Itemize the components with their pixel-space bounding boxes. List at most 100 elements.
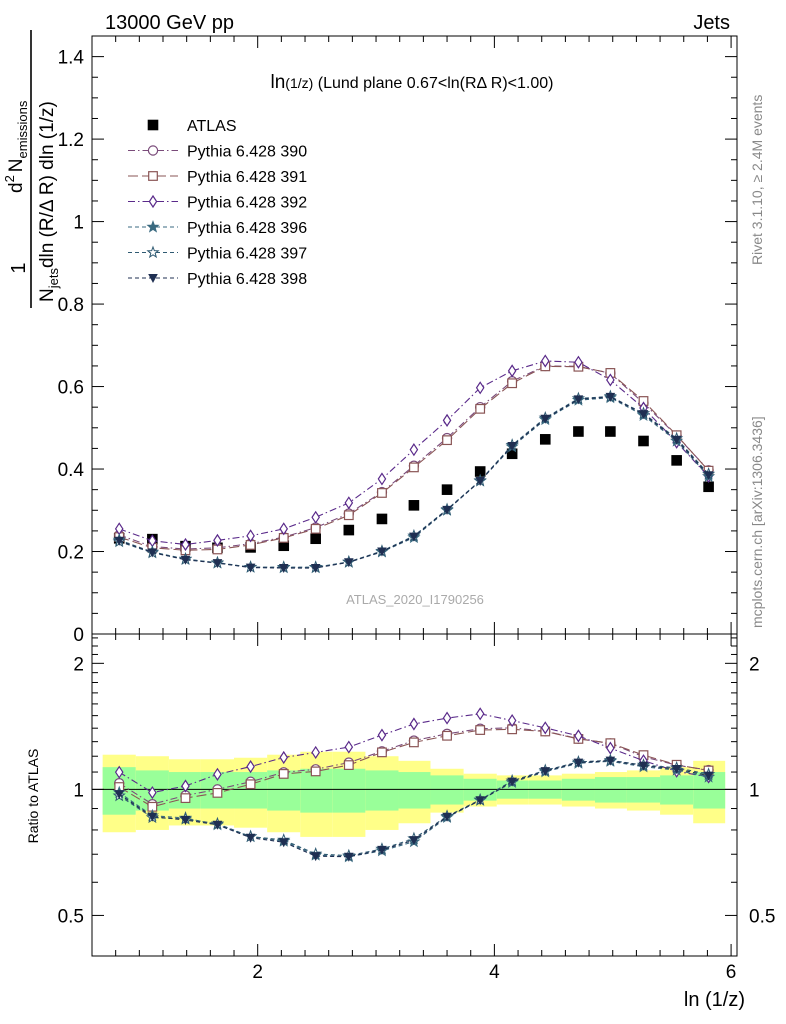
main-y-tick-label: 1.4	[58, 48, 85, 69]
series-3-point	[377, 472, 387, 486]
x-axis-label: ln (1/z)	[684, 989, 745, 1011]
main-title: ln(1/z) (Lund plane 0.67<ln(RΔ R)<1.00)	[271, 72, 554, 93]
series-3-ratio-point	[442, 711, 452, 725]
ylabel-denominator-sub: jets	[46, 268, 61, 290]
series-6-line	[119, 396, 710, 569]
series-0-point	[638, 435, 649, 447]
series-6-ratio-point	[671, 764, 682, 774]
main-y-tick-label: 0.6	[58, 378, 84, 399]
main-y-axis-label: 1 Njetsdln (R/Δ R) dln (1/z) d2 Nemission…	[2, 30, 61, 308]
ratio-y-tick-label-right: 1	[749, 780, 760, 801]
series-0-point	[278, 540, 290, 552]
series-2-ratio-point	[409, 737, 419, 748]
series-0-point	[474, 466, 486, 477]
rivet-label: Rivet 3.1.10, ≥ 2.4M events	[749, 95, 765, 265]
series-3-ratio-point	[213, 767, 222, 781]
series-0-point	[671, 455, 682, 466]
series-2-point	[310, 523, 321, 534]
series-2-ratio-point	[278, 769, 289, 779]
ylabel-fraction-numerator: 1	[8, 262, 30, 273]
series-3-point	[311, 510, 320, 524]
ratio-y-tick-label: 0.5	[58, 906, 84, 927]
ratio-series-group	[112, 707, 716, 863]
legend-entry-0-label: ATLAS	[187, 118, 237, 135]
series-3-point	[507, 364, 517, 378]
series-3-point	[475, 381, 485, 395]
series-3-point	[574, 355, 583, 369]
main-y-tick-label: 1	[73, 213, 84, 234]
legend-entry-5-marker	[146, 245, 160, 259]
series-2-ratio-point	[180, 793, 191, 804]
series-3-point	[540, 354, 550, 368]
ylabel-derivative-sub: emissions	[15, 100, 30, 158]
series-0-point	[703, 481, 714, 493]
series-2-point	[475, 403, 486, 414]
main-title-prefix: ln	[271, 72, 286, 93]
series-6-ratio-point	[409, 836, 419, 846]
band-inner-bin	[430, 775, 464, 805]
ylabel-denominator-rest: dln (R/Δ R) dln (1/z)	[37, 101, 58, 268]
series-6-point	[344, 558, 354, 568]
series-6-point	[671, 435, 682, 445]
series-6-point	[507, 441, 517, 451]
series-3-ratio-point	[409, 717, 419, 731]
ratio-frame	[91, 633, 738, 957]
series-6-point	[475, 476, 485, 486]
series-3-ratio-point	[279, 750, 289, 765]
series-6-point	[409, 532, 419, 542]
series-6-point	[540, 414, 551, 424]
ratio-y-tick-label-right: 0.5	[749, 906, 775, 927]
series-6-ratio-point	[245, 833, 256, 843]
axes-ticks: 0 0.2 0.4 0.6 0.8 1 1.2 1.4 2 4 6 0.5 0.5 1 1 2 2	[58, 36, 775, 983]
series-3-ratio-point	[246, 760, 255, 774]
series-3-ratio-point	[377, 728, 387, 742]
series-3-ratio-point	[574, 729, 583, 743]
ratio-y-tick-label-right: 2	[749, 654, 760, 675]
series-6-ratio-point	[310, 852, 321, 862]
series-6-point	[638, 410, 649, 420]
main-title-rest: (Lund plane 0.67<ln(RΔ R)<1.00)	[318, 75, 554, 92]
series-3-point	[213, 533, 222, 547]
legend-entry-6-label: Pythia 6.428 398	[187, 271, 307, 288]
series-2-point	[442, 435, 452, 446]
series-6-ratio-point	[573, 758, 584, 768]
series-3-point	[344, 496, 354, 510]
series-6-ratio-point	[475, 796, 485, 806]
series-3-point	[246, 529, 255, 543]
series-6-ratio-point	[180, 815, 191, 825]
band-inner-bin	[660, 775, 694, 805]
series-0-point	[539, 434, 551, 445]
series-6-ratio-point	[212, 820, 223, 830]
series-2-ratio-point	[377, 747, 387, 758]
series-6-ratio-point	[114, 790, 125, 800]
main-y-tick-label: 0.8	[58, 295, 84, 316]
series-2-point	[377, 488, 387, 498]
series-3-ratio-point	[475, 707, 485, 721]
series-6-ratio-point	[278, 838, 289, 848]
series-2-point	[507, 378, 518, 389]
series-0-point	[605, 426, 616, 437]
ratio-y-tick-label: 1	[73, 780, 84, 801]
series-2-point	[409, 462, 419, 473]
legend-entry-4-label: Pythia 6.428 396	[187, 220, 307, 237]
main-y-tick-label: 0.2	[58, 543, 84, 564]
main-y-tick-label: 0	[73, 625, 84, 646]
series-0-point	[506, 448, 518, 460]
series-3-ratio-point	[540, 721, 550, 735]
series-6-ratio-point	[540, 767, 551, 777]
series-3-ratio-point	[344, 740, 354, 754]
main-y-tick-label: 0.4	[58, 460, 85, 481]
series-2-ratio-point	[442, 730, 452, 741]
series-6-point	[245, 563, 256, 573]
series-2-ratio-point	[475, 725, 486, 735]
series-6-ratio-point	[605, 756, 616, 766]
legend-entry-2-label: Pythia 6.428 391	[187, 169, 307, 186]
panel-frames	[91, 35, 738, 957]
series-0-point	[441, 484, 453, 495]
series-6-ratio-point	[703, 771, 714, 781]
ratio-y-tick-label: 2	[73, 654, 84, 675]
series-6-ratio-point	[377, 845, 387, 855]
series-6-point	[573, 395, 584, 405]
series-6-ratio-point	[147, 812, 158, 822]
